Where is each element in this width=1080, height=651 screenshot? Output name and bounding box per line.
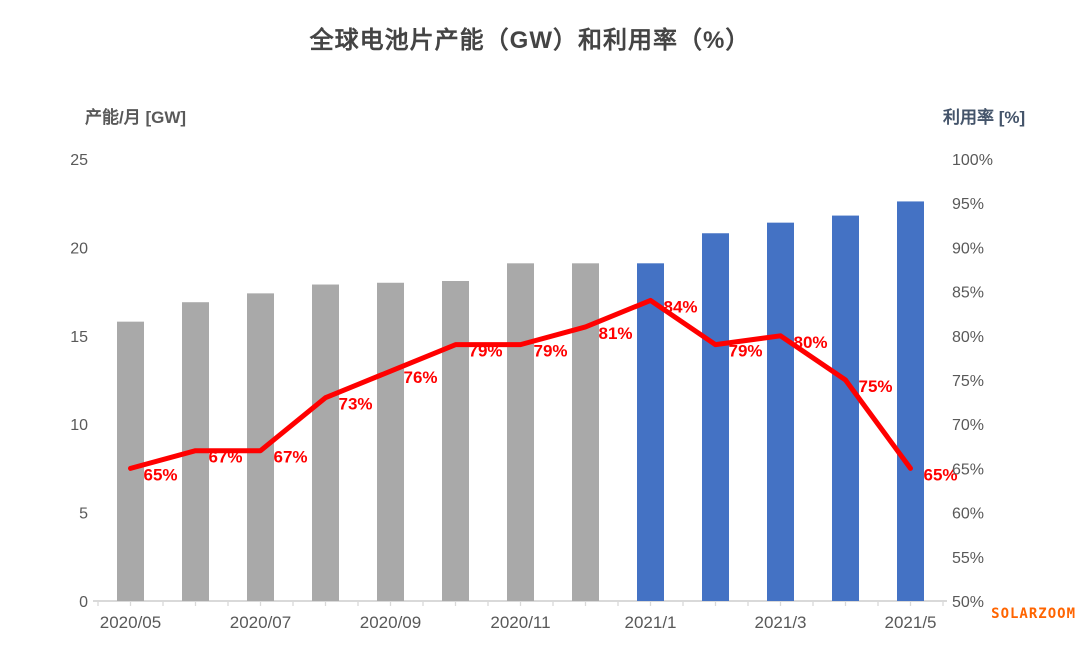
capacity-bar-2021/2 bbox=[702, 233, 729, 602]
utilization-data-label: 79% bbox=[534, 342, 568, 361]
left-axis-tick-label: 15 bbox=[70, 329, 88, 346]
utilization-data-label: 80% bbox=[794, 333, 828, 352]
right-axis-tick-label: 50% bbox=[952, 594, 984, 611]
capacity-bar-2021/1 bbox=[637, 263, 664, 601]
utilization-data-label: 65% bbox=[144, 465, 178, 484]
right-axis-tick-label: 60% bbox=[952, 506, 984, 523]
capacity-bar-2020/10 bbox=[442, 280, 469, 601]
utilization-data-label: 75% bbox=[859, 377, 893, 396]
capacity-bar-2020/07 bbox=[247, 293, 274, 601]
capacity-bar-2020/12 bbox=[572, 263, 599, 601]
right-axis-tick-label: 80% bbox=[952, 329, 984, 346]
right-axis-title: 利用率 [%] bbox=[943, 108, 1026, 127]
left-axis-tick-label: 10 bbox=[70, 417, 88, 434]
chart-title: 全球电池片产能（GW）和利用率（%） bbox=[309, 27, 751, 54]
watermark-logo: SOLARZOOM bbox=[991, 606, 1076, 622]
left-axis-tick-label: 25 bbox=[70, 152, 88, 169]
right-axis-tick-label: 75% bbox=[952, 373, 984, 390]
x-axis-label-2020/11: 2020/11 bbox=[490, 613, 550, 632]
right-axis-tick-label: 95% bbox=[952, 196, 984, 213]
x-axis-label-2020/09: 2020/09 bbox=[360, 613, 421, 632]
utilization-data-label: 79% bbox=[469, 342, 503, 361]
capacity-bar-2020/08 bbox=[312, 284, 339, 601]
x-axis-label-2021/5: 2021/5 bbox=[885, 613, 937, 632]
utilization-data-label: 79% bbox=[729, 342, 763, 361]
left-axis-tick-label: 0 bbox=[79, 594, 88, 611]
right-axis-tick-label: 55% bbox=[952, 550, 984, 567]
utilization-data-label: 81% bbox=[599, 324, 633, 343]
utilization-data-label: 84% bbox=[664, 297, 698, 316]
right-axis-tick-label: 90% bbox=[952, 240, 984, 257]
utilization-data-label: 76% bbox=[404, 368, 438, 387]
utilization-data-label: 65% bbox=[924, 465, 958, 484]
capacity-bar-2020/09 bbox=[377, 282, 404, 601]
utilization-line bbox=[128, 297, 913, 471]
capacity-bar-2020/05 bbox=[117, 321, 144, 601]
right-axis-tick-label: 70% bbox=[952, 417, 984, 434]
right-axis-tick-label: 100% bbox=[952, 152, 993, 169]
left-axis-tick-label: 20 bbox=[70, 240, 88, 257]
right-axis-tick-label: 65% bbox=[952, 461, 984, 478]
utilization-data-label: 67% bbox=[274, 448, 308, 467]
right-axis-tick-label: 85% bbox=[952, 285, 984, 302]
capacity-bar-2021/3 bbox=[767, 222, 794, 601]
utilization-data-label: 73% bbox=[339, 395, 373, 414]
x-axis-label-2021/3: 2021/3 bbox=[755, 613, 807, 632]
x-axis-label-2020/07: 2020/07 bbox=[230, 613, 291, 632]
capacity-bar-2020/11 bbox=[507, 263, 534, 601]
left-axis-tick-label: 5 bbox=[79, 506, 88, 523]
x-axis-label-2021/1: 2021/1 bbox=[625, 613, 677, 632]
utilization-data-label: 67% bbox=[209, 448, 243, 467]
x-axis-label-2020/05: 2020/05 bbox=[100, 613, 161, 632]
capacity-bar-2021/5 bbox=[897, 201, 924, 601]
capacity-bar-2021/4 bbox=[832, 215, 859, 602]
left-axis-title: 产能/月 [GW] bbox=[85, 108, 187, 127]
